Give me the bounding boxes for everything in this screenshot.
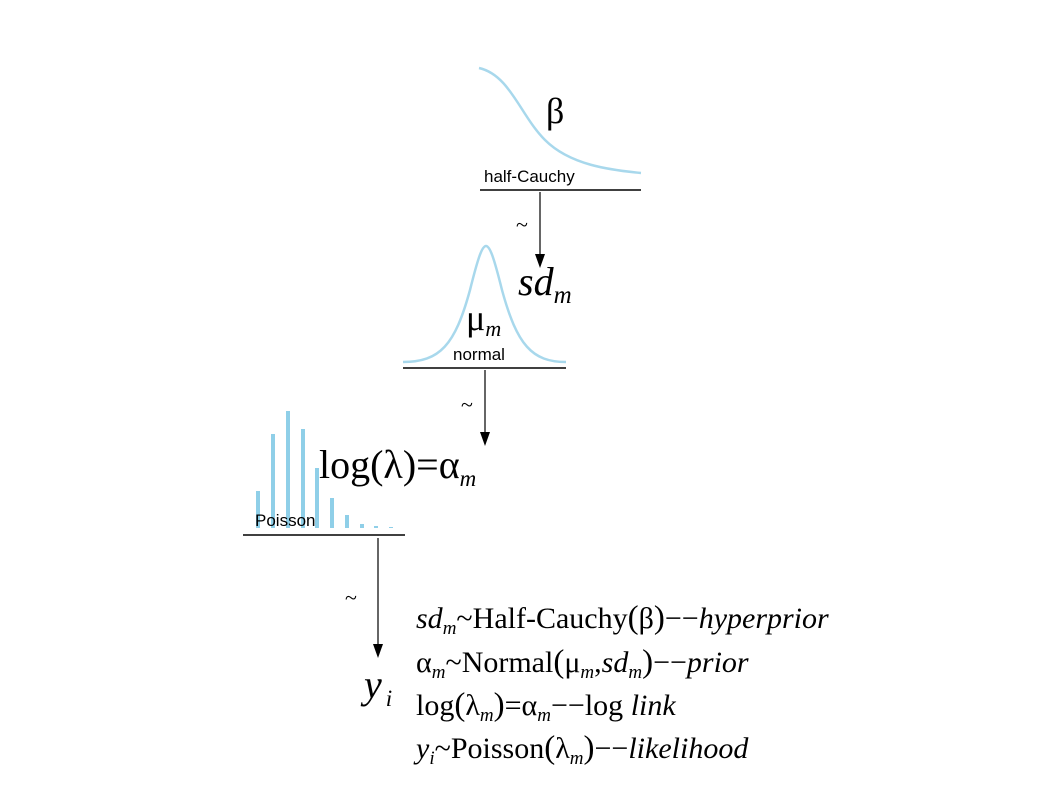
eq1-note: hyperprior bbox=[698, 602, 829, 635]
arrow-2-head bbox=[480, 432, 490, 446]
poisson-bar bbox=[345, 515, 349, 528]
equation-hyperprior: sdm~Half-Cauchy(β)−−hyperprior bbox=[416, 600, 829, 639]
eq2-sep: −− bbox=[653, 646, 687, 679]
poisson-label: Poisson bbox=[255, 511, 315, 530]
eq4-arg: λ bbox=[555, 732, 570, 765]
eq2-lhs-sub: m bbox=[431, 662, 446, 683]
sd-m-symbol: sdm bbox=[518, 259, 572, 309]
eq3-eq: = bbox=[504, 689, 522, 722]
normal-curve bbox=[402, 244, 567, 364]
poisson-bar bbox=[301, 429, 305, 528]
arrow-3-tilde: ~ bbox=[345, 585, 357, 610]
arrow-1-tilde: ~ bbox=[516, 212, 528, 237]
poisson-bar bbox=[286, 411, 290, 528]
poisson-bars bbox=[256, 411, 393, 528]
eq1-sep: −− bbox=[664, 602, 699, 635]
eq1-lhs: sd bbox=[416, 602, 443, 635]
poisson-bar bbox=[315, 468, 319, 528]
arrow-3-head bbox=[373, 644, 383, 658]
link-expression: log(λ)=αm bbox=[319, 442, 476, 491]
equation-link: log(λm)=αm−−log link bbox=[416, 687, 676, 726]
eq2-dist: Normal bbox=[461, 646, 554, 679]
eq4-sep: −− bbox=[594, 732, 629, 765]
poisson-bar bbox=[330, 498, 334, 528]
half-cauchy-curve bbox=[478, 66, 642, 175]
normal-label: normal bbox=[453, 345, 505, 364]
equation-likelihood: yi~Poisson(λm)−−likelihood bbox=[416, 730, 749, 769]
half-cauchy-label: half-Cauchy bbox=[484, 167, 575, 186]
eq1-tilde: ~ bbox=[456, 602, 473, 635]
poisson-bar bbox=[360, 524, 364, 528]
eq3-note: link bbox=[630, 689, 676, 722]
eq2-comma: , bbox=[594, 646, 602, 679]
eq3-arg: λ bbox=[465, 689, 480, 722]
eq1-dist: Half-Cauchy bbox=[472, 602, 628, 635]
eq4-lhs: y bbox=[416, 732, 430, 765]
poisson-bar bbox=[256, 491, 260, 528]
eq2-arg1-sub: m bbox=[580, 662, 595, 683]
beta-symbol: β bbox=[546, 91, 564, 131]
eq4-lhs-sub: i bbox=[429, 748, 435, 769]
arrow-2-tilde: ~ bbox=[461, 392, 473, 417]
eq4-arg-sub: m bbox=[569, 748, 584, 769]
eq3-arg-sub: m bbox=[479, 705, 494, 726]
eq3-lhs: log bbox=[416, 689, 455, 722]
arrow-1-head bbox=[535, 254, 545, 268]
eq2-lhs: α bbox=[416, 646, 432, 679]
eq4-dist: Poisson bbox=[450, 732, 545, 765]
eq3-rhs: α bbox=[521, 689, 538, 722]
eq4-note: likelihood bbox=[628, 732, 749, 765]
equation-prior: αm~Normal(μm,sdm)−−prior bbox=[416, 644, 749, 683]
eq4-tilde: ~ bbox=[434, 732, 451, 765]
eq1-lhs-sub: m bbox=[442, 618, 457, 639]
eq2-note: prior bbox=[686, 646, 749, 679]
eq2-tilde: ~ bbox=[445, 646, 462, 679]
eq2-arg1: μ bbox=[564, 646, 581, 679]
poisson-bar bbox=[374, 526, 378, 528]
eq2-arg2-sub: m bbox=[628, 662, 643, 683]
eq3-word: log bbox=[584, 689, 624, 722]
poisson-bar bbox=[271, 434, 275, 528]
poisson-bar bbox=[389, 527, 393, 528]
eq2-arg2: sd bbox=[601, 646, 629, 679]
eq3-sep: −− bbox=[551, 689, 585, 722]
mu-m-symbol: μm bbox=[466, 298, 501, 341]
eq3-rhs-sub: m bbox=[537, 705, 551, 726]
eq1-arg: β bbox=[638, 602, 654, 635]
